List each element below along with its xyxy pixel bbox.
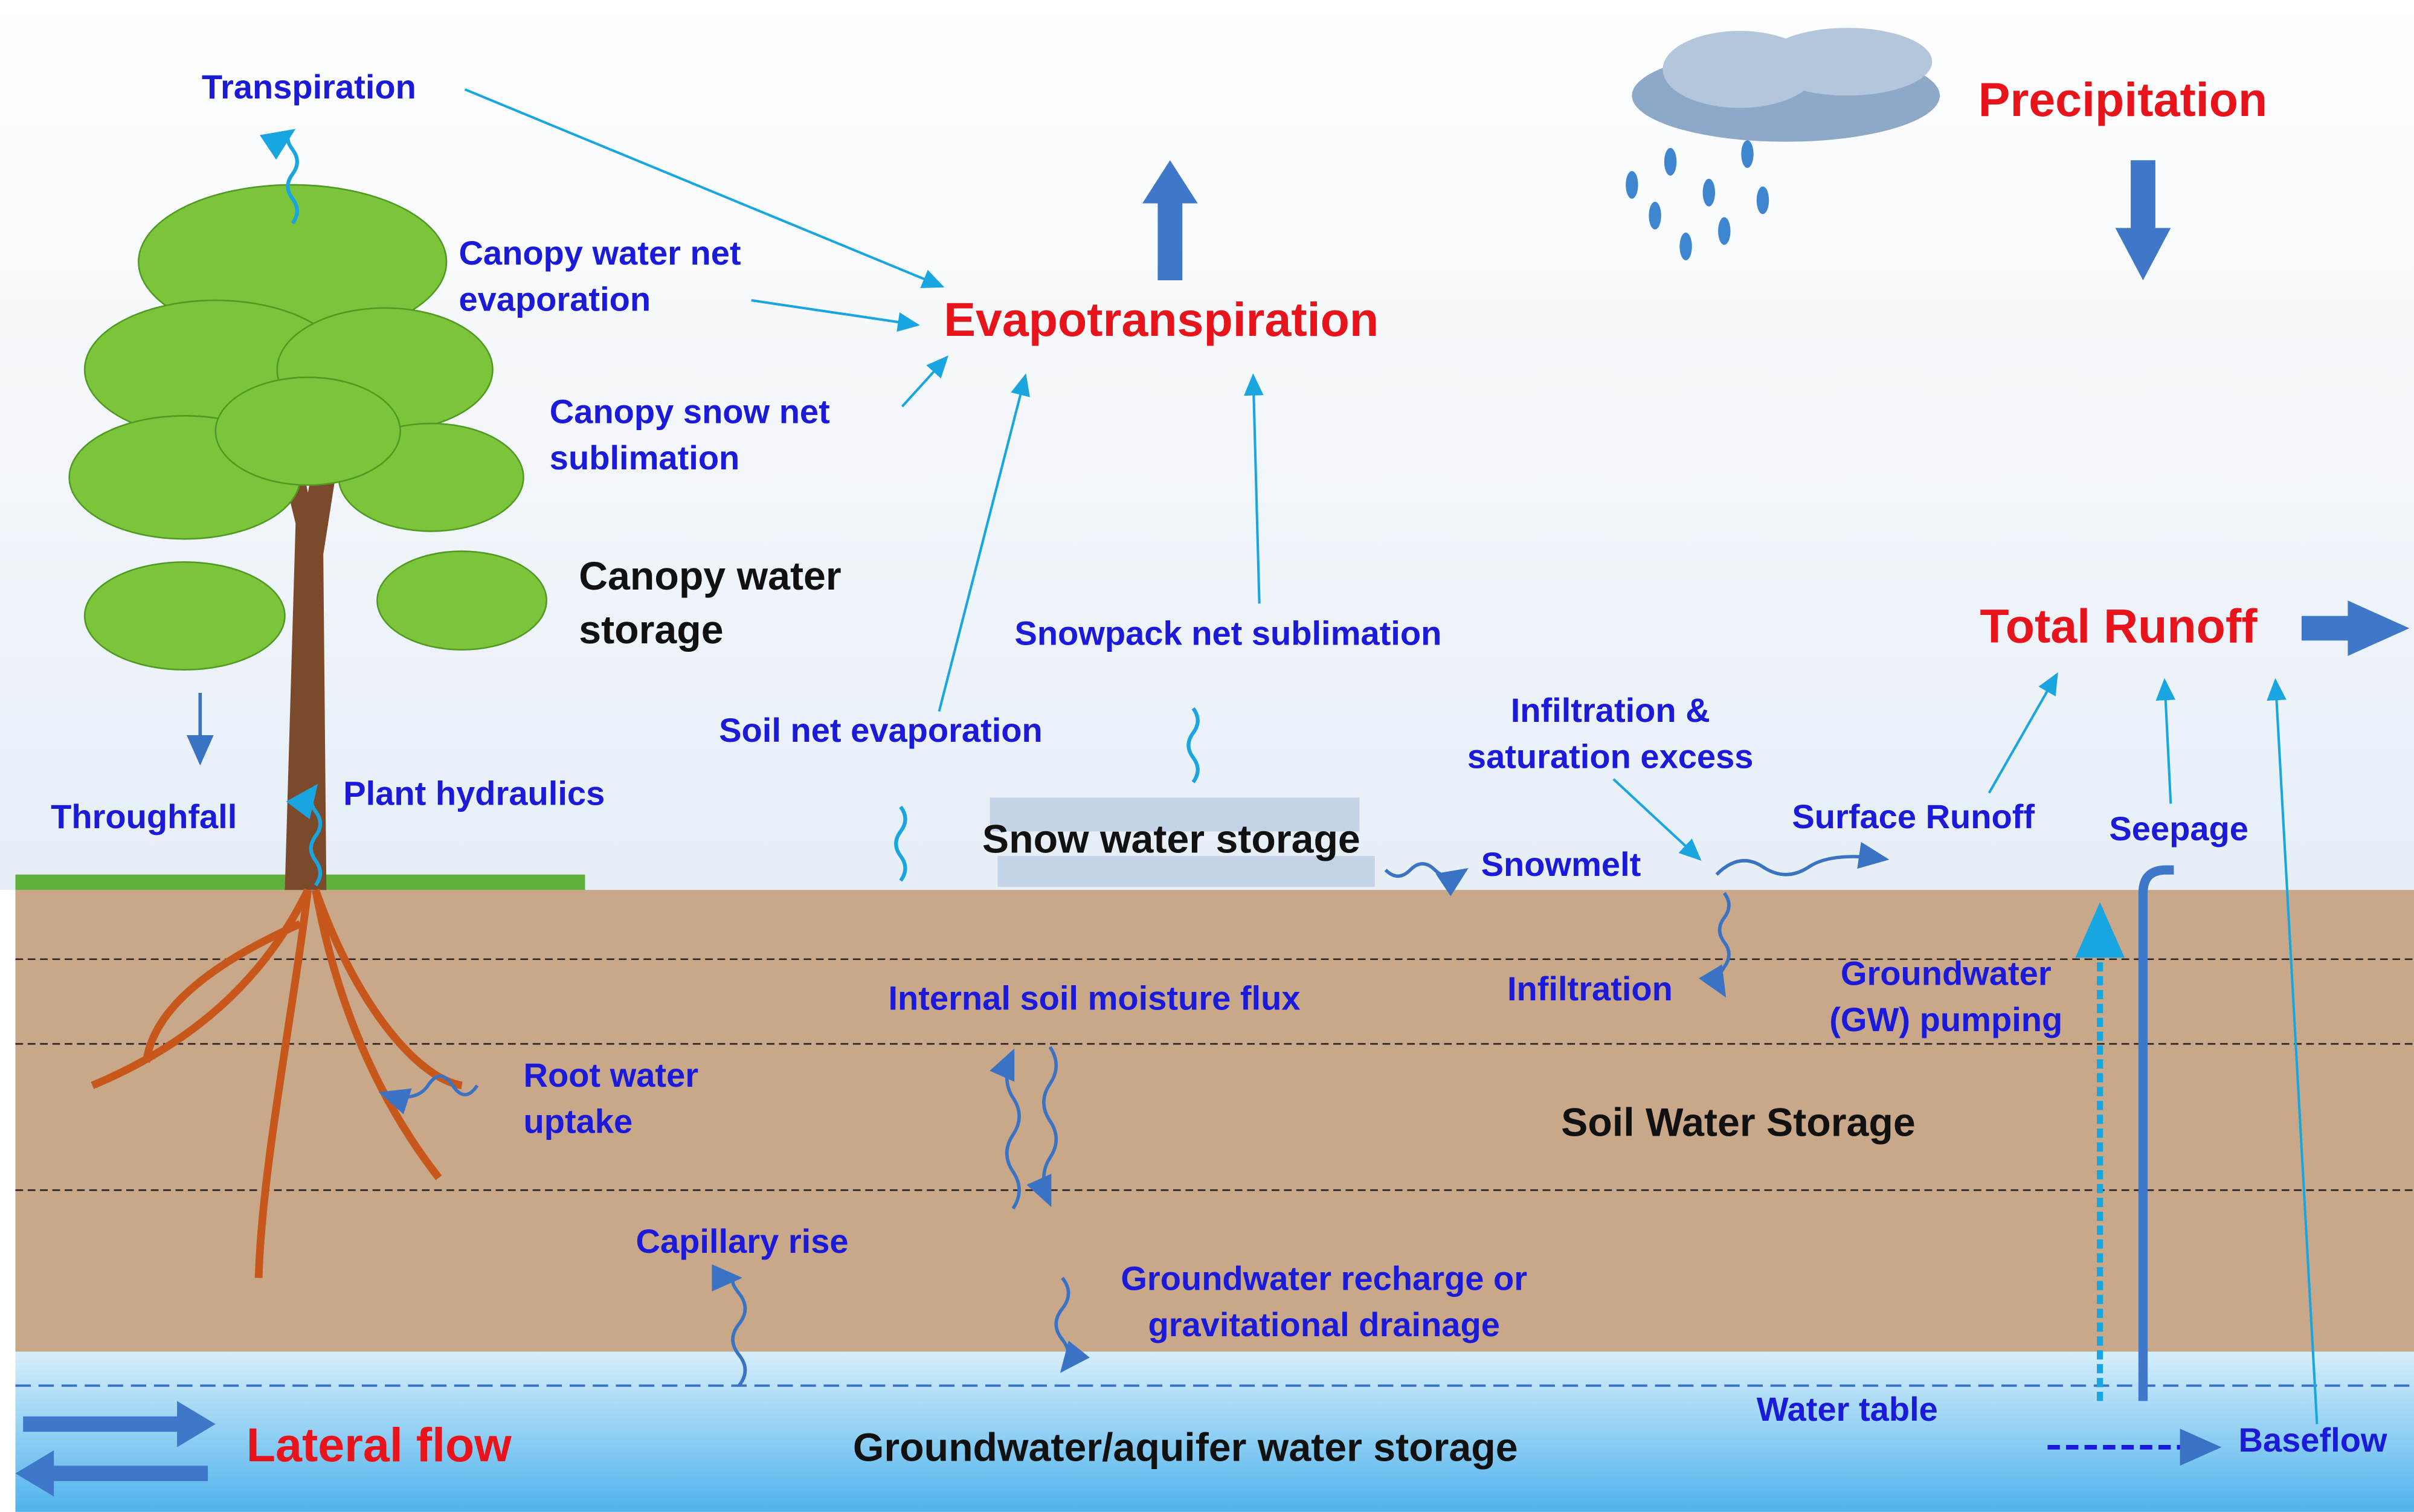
flux-label: Snowmelt [1481,845,1641,883]
flux-label: Plant hydraulics [343,774,605,812]
flux-label: Baseflow [2238,1421,2387,1459]
snow-storage: Snow water storage [982,817,1360,862]
flux-label: Capillary rise [636,1222,849,1260]
flux-label: saturation excess [1467,737,1754,775]
flux-label: Infiltration [1507,970,1673,1008]
flux-label: gravitational drainage [1148,1305,1499,1343]
flux-label: evaporation [459,280,651,318]
precipitation: Precipitation [1978,72,2267,126]
total-runoff: Total Runoff [1980,599,2258,652]
page: Precipitation Evapotranspiration Total R… [0,0,2414,1512]
canopy-storage: storage [579,608,723,652]
flux-label: Canopy snow net [550,393,830,431]
flux-label: Snowpack net sublimation [1014,614,1441,652]
flux-label: Transpiration [202,68,416,106]
flux-label: Seepage [2109,809,2248,848]
flux-label: sublimation [550,439,739,477]
flux-label: Root water [523,1056,698,1094]
flux-label: Throughfall [51,797,237,835]
flux-label: uptake [523,1102,632,1140]
soil-storage: Soil Water Storage [1561,1101,1916,1145]
flux-label: Internal soil moisture flux [888,979,1300,1017]
flux-label: (GW) pumping [1829,1000,2062,1038]
flux-label: Soil net evaporation [719,711,1043,749]
lateral-flow: Lateral flow [246,1418,512,1472]
groundwater-storage: Groundwater/aquifer water storage [853,1425,1518,1470]
diagram: Precipitation Evapotranspiration Total R… [0,0,2414,1512]
canopy-storage: Canopy water [579,554,841,599]
flux-label: Surface Runoff [1792,797,2035,835]
flux-label: Groundwater [1841,954,2052,992]
flux-label: Water table [1757,1390,1938,1428]
evapotranspiration: Evapotranspiration [944,292,1379,346]
flux-label: Groundwater recharge or [1121,1259,1527,1297]
flux-label: Canopy water net [459,234,741,272]
flux-label: Infiltration & [1511,691,1710,729]
